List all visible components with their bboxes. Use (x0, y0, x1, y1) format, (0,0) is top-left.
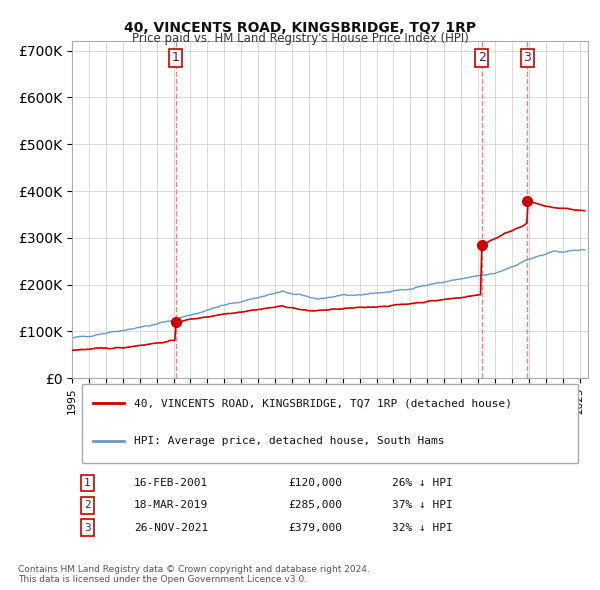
Text: 2: 2 (84, 500, 91, 510)
Text: Price paid vs. HM Land Registry's House Price Index (HPI): Price paid vs. HM Land Registry's House … (131, 32, 469, 45)
Text: 16-FEB-2001: 16-FEB-2001 (134, 478, 208, 488)
Text: 2: 2 (478, 51, 485, 64)
Text: 26% ↓ HPI: 26% ↓ HPI (392, 478, 452, 488)
Text: 3: 3 (84, 523, 91, 533)
Text: £120,000: £120,000 (289, 478, 343, 488)
Text: 40, VINCENTS ROAD, KINGSBRIDGE, TQ7 1RP: 40, VINCENTS ROAD, KINGSBRIDGE, TQ7 1RP (124, 21, 476, 35)
Text: Contains HM Land Registry data © Crown copyright and database right 2024.
This d: Contains HM Land Registry data © Crown c… (18, 565, 370, 584)
FancyBboxPatch shape (82, 385, 578, 464)
Text: HPI: Average price, detached house, South Hams: HPI: Average price, detached house, Sout… (134, 436, 445, 446)
Text: 37% ↓ HPI: 37% ↓ HPI (392, 500, 452, 510)
Text: 3: 3 (523, 51, 531, 64)
Text: £285,000: £285,000 (289, 500, 343, 510)
Text: 26-NOV-2021: 26-NOV-2021 (134, 523, 208, 533)
Text: £379,000: £379,000 (289, 523, 343, 533)
Text: 18-MAR-2019: 18-MAR-2019 (134, 500, 208, 510)
Text: 1: 1 (172, 51, 179, 64)
Text: 40, VINCENTS ROAD, KINGSBRIDGE, TQ7 1RP (detached house): 40, VINCENTS ROAD, KINGSBRIDGE, TQ7 1RP … (134, 398, 512, 408)
Text: 1: 1 (84, 478, 91, 488)
Text: 32% ↓ HPI: 32% ↓ HPI (392, 523, 452, 533)
